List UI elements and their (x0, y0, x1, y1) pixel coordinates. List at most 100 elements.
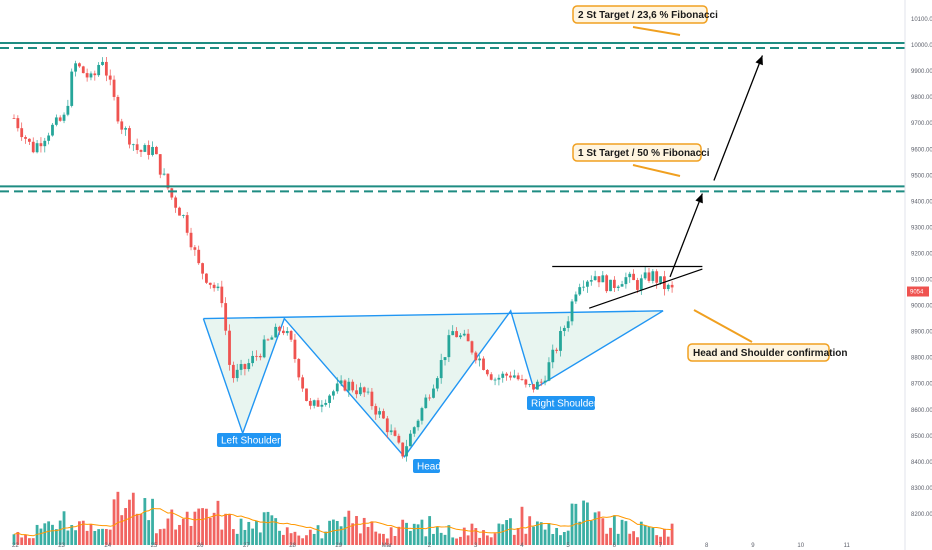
candle-body (205, 273, 208, 283)
candle-body (131, 144, 135, 146)
callout-box (572, 143, 702, 162)
price-tick-label: 9600.00 (911, 147, 932, 153)
volume-ma-line (13, 507, 673, 537)
candle-body (166, 173, 170, 189)
volume-bar (66, 530, 70, 545)
price-tick-label: 9300.00 (911, 225, 932, 231)
candle-body (605, 275, 609, 292)
volume-bar (647, 526, 651, 545)
candle-body (89, 73, 93, 78)
candle-body (16, 118, 20, 129)
candle-body (416, 420, 420, 428)
time-tick-label: 4 (520, 543, 524, 549)
volume-bar (78, 521, 81, 545)
candle-body (301, 377, 305, 389)
candle-body (551, 349, 555, 363)
volume-bar (355, 516, 358, 545)
candle-body (343, 380, 347, 391)
candle-body (555, 349, 559, 351)
candle-body (647, 272, 651, 281)
volume-bar (624, 521, 628, 545)
volume-bar (659, 536, 662, 545)
volume-bar (189, 525, 193, 545)
candle-body (120, 121, 124, 130)
price-tick-label: 8900.00 (911, 330, 932, 336)
candle-body (189, 232, 193, 248)
volume-bar (393, 535, 397, 545)
candle-body (243, 364, 247, 370)
candle-body (528, 384, 532, 385)
candle-body (116, 96, 120, 122)
candle-body (666, 284, 670, 290)
volume-bar (559, 535, 562, 545)
price-tick-label: 9900.00 (911, 69, 932, 75)
volume-bar (432, 533, 435, 545)
candle-body (78, 63, 81, 67)
candle-body (428, 397, 432, 399)
volume-bar (509, 518, 512, 545)
candle-body (578, 287, 582, 295)
volume-bar (351, 523, 355, 545)
volume-bar (81, 520, 85, 545)
volume-bar (666, 536, 670, 545)
volume-bar (462, 527, 466, 545)
volume-bar (551, 533, 555, 545)
candle-body (104, 61, 108, 76)
candle-body (258, 355, 262, 358)
candle-body (355, 390, 358, 395)
projection-arrow-head (755, 55, 763, 66)
candle-body (58, 117, 62, 121)
volume-bar (389, 527, 393, 545)
volume-bar (586, 502, 589, 545)
price-tick-label: 8400.00 (911, 460, 932, 466)
candle-body (143, 145, 147, 152)
candle-body (220, 286, 224, 304)
candle-body (382, 411, 385, 419)
candle-body (424, 397, 428, 409)
candle-body (81, 66, 85, 74)
pattern-label-text: Head (417, 462, 441, 473)
candle-body (393, 430, 397, 436)
callout-box (572, 5, 708, 24)
volume-bar (112, 499, 116, 545)
volume-bar (447, 525, 451, 545)
callout-pointer (632, 26, 681, 36)
candle-body (512, 375, 516, 378)
candle-body (235, 369, 239, 379)
candle-body (539, 381, 543, 383)
candle-body (408, 433, 412, 447)
price-tick-label: 8800.00 (911, 356, 932, 362)
volume-bar (231, 529, 235, 545)
volume-bar (316, 525, 320, 545)
price-tick-label: 10000.00 (911, 43, 932, 49)
volume-bar (12, 534, 16, 545)
volume-bar (639, 521, 643, 545)
candle-body (97, 64, 101, 76)
volume-bar (166, 518, 170, 545)
volume-bar (597, 511, 601, 545)
volume-bar (535, 521, 539, 545)
candle-body (316, 400, 320, 407)
candle-body (47, 135, 51, 141)
volume-bar (362, 517, 366, 545)
candle-body (247, 363, 251, 370)
volume-bar (335, 521, 339, 545)
candle-body (12, 118, 16, 119)
price-tick-label: 10100.00 (911, 17, 932, 23)
volume-bar (574, 503, 578, 545)
volume-bar (401, 519, 405, 545)
callout-box (687, 343, 830, 362)
volume-bar (154, 533, 158, 545)
candle-body (347, 381, 351, 391)
candle-body (181, 215, 185, 216)
candle-body (597, 276, 601, 283)
volume-bar (170, 509, 174, 545)
candle-body (616, 286, 620, 288)
volume-bar (139, 514, 143, 545)
candle-body (586, 281, 589, 287)
callout-pointer (693, 309, 753, 343)
candle-body (35, 143, 39, 153)
price-tick-label: 8200.00 (911, 512, 932, 518)
volume-bar (332, 519, 335, 545)
